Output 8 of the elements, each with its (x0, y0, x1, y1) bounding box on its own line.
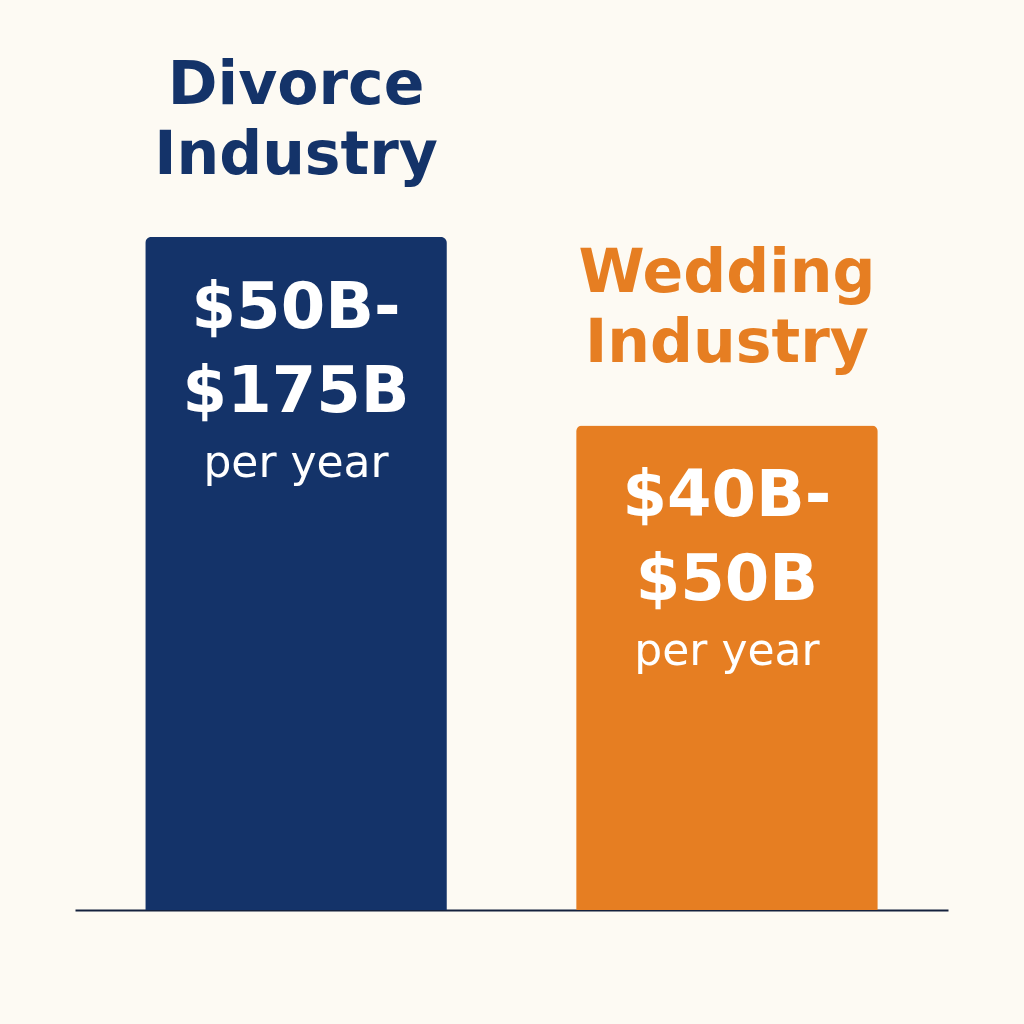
x-tick-label: Divorce Industry (154, 48, 438, 188)
annotation: $50B- (191, 269, 401, 343)
annotation: per year (203, 436, 390, 487)
annotation: $175B (182, 353, 410, 427)
annotation: $50B (635, 541, 819, 616)
annotation: per year (634, 624, 821, 676)
annotation: $40B- (622, 457, 832, 532)
x-tick-label: Wedding Industry (578, 236, 876, 377)
